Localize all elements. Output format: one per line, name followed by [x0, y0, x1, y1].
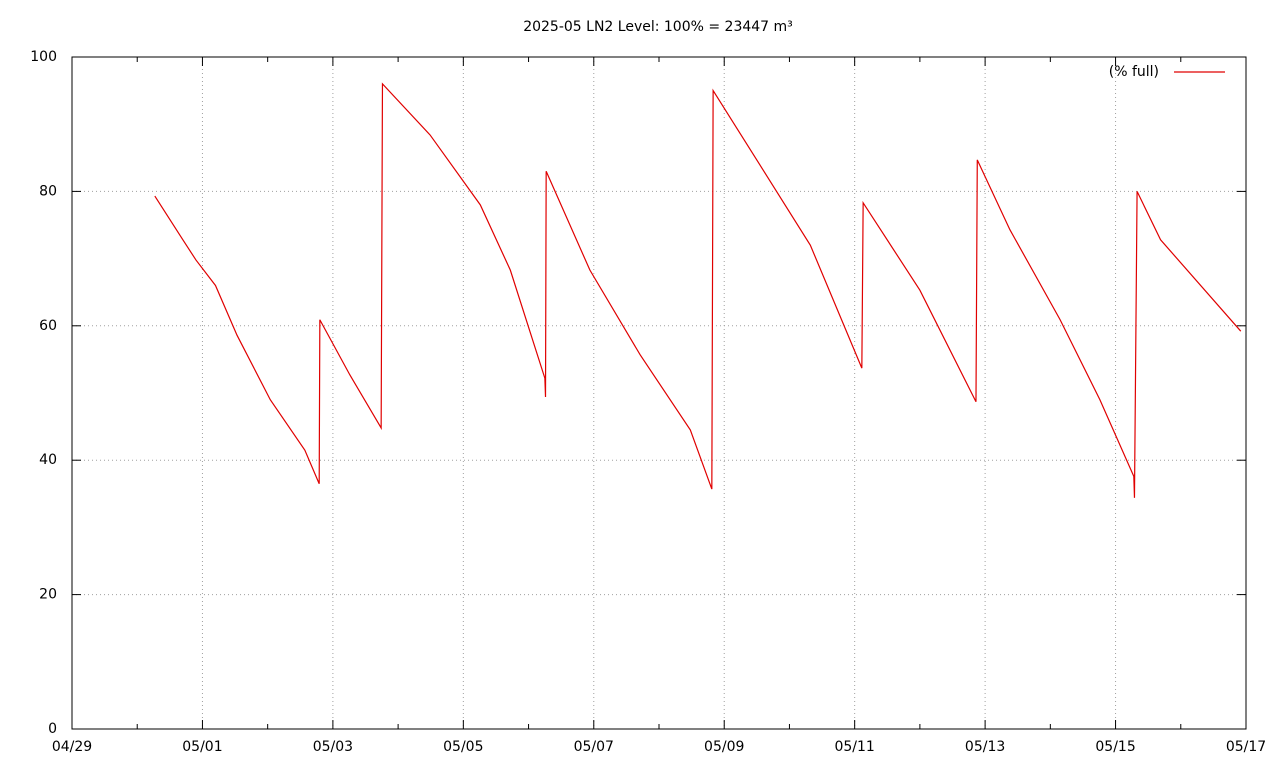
x-tick-label: 05/01 [182, 739, 222, 755]
x-tick-label: 05/13 [965, 739, 1005, 755]
x-tick-label: 04/29 [52, 739, 92, 755]
y-tick-label: 80 [39, 183, 57, 199]
x-tick-label: 05/05 [443, 739, 483, 755]
y-tick-label: 20 [39, 587, 57, 603]
plot-border [71, 56, 1247, 730]
x-tick-label: 05/09 [704, 739, 744, 755]
chart-title: 2025-05 LN2 Level: 100% = 23447 m³ [523, 19, 793, 35]
y-tick-label: 60 [39, 318, 57, 334]
x-tick-label: 05/17 [1226, 739, 1266, 755]
data-line [154, 82, 1242, 498]
x-tick-label: 05/15 [1095, 739, 1135, 755]
x-tick-label: 05/03 [313, 739, 353, 755]
legend-label: (% full) [1109, 64, 1159, 80]
y-tick-label: 0 [48, 721, 57, 737]
y-tick-label: 40 [39, 452, 57, 468]
y-tick-label: 100 [30, 49, 57, 65]
x-tick-label: 05/11 [834, 739, 874, 755]
x-tick-label: 05/07 [574, 739, 614, 755]
